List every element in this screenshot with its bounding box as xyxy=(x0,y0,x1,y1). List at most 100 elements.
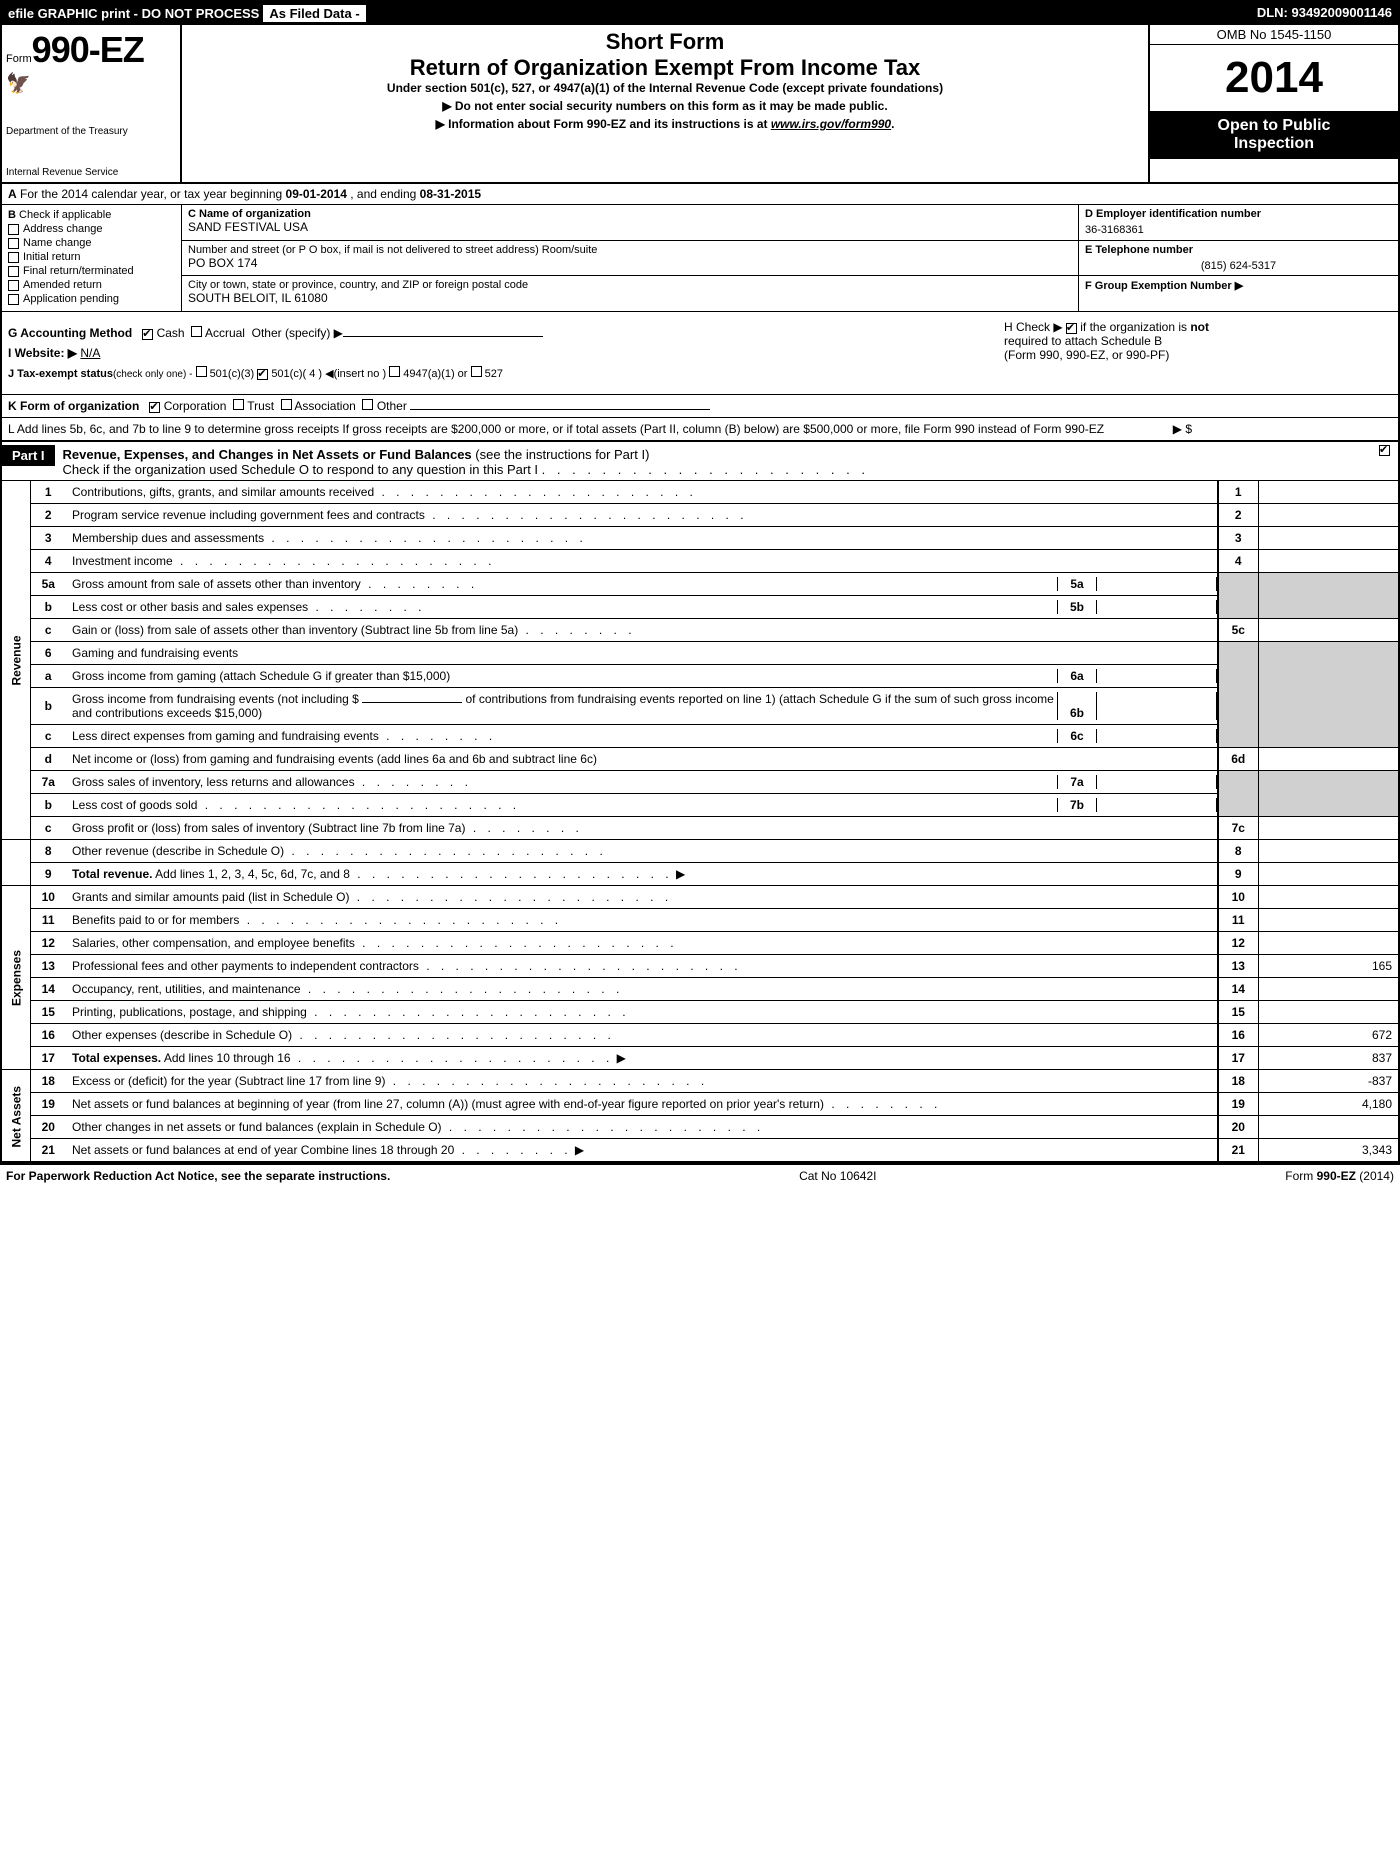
row-6c: c Less direct expenses from gaming and f… xyxy=(2,725,1398,748)
ln18-num: 18 xyxy=(30,1070,66,1093)
side-expenses: Expenses xyxy=(2,886,30,1070)
ln3-val xyxy=(1258,527,1398,550)
chk-schedule-b-not-required[interactable] xyxy=(1066,323,1077,334)
chk-cash[interactable] xyxy=(142,329,153,340)
row-1: Revenue 1 Contributions, gifts, grants, … xyxy=(2,481,1398,504)
row-20: 20 Other changes in net assets or fund b… xyxy=(2,1116,1398,1139)
section-h: H Check ▶ if the organization is not req… xyxy=(998,312,1398,394)
chk-association[interactable] xyxy=(281,399,292,410)
row-3: 3 Membership dues and assessments 3 xyxy=(2,527,1398,550)
chk-accrual[interactable] xyxy=(191,326,202,337)
ln5a-sv xyxy=(1097,577,1217,591)
i-label: I Website: ▶ xyxy=(8,346,77,360)
chk-address-change[interactable] xyxy=(8,224,19,235)
ln7a-sv xyxy=(1097,775,1217,789)
chk-schedule-o-used[interactable] xyxy=(1379,445,1390,456)
row-17: 17 Total expenses. Add lines 10 through … xyxy=(2,1047,1398,1070)
ln12-num: 12 xyxy=(30,932,66,955)
ln5c-desc: Gain or (loss) from sale of assets other… xyxy=(72,623,518,637)
efile-notice: efile GRAPHIC print - DO NOT PROCESS xyxy=(8,6,259,21)
ln13-cnum: 13 xyxy=(1218,955,1258,978)
ln6a-sn: 6a xyxy=(1057,669,1097,683)
ln6c-num: c xyxy=(30,725,66,748)
row-5c: c Gain or (loss) from sale of assets oth… xyxy=(2,619,1398,642)
chk-trust[interactable] xyxy=(233,399,244,410)
ln8-val xyxy=(1258,840,1398,863)
ln6b-blank xyxy=(362,702,462,703)
irs-link[interactable]: www.irs.gov/form990 xyxy=(771,117,891,131)
row-6a: a Gross income from gaming (attach Sched… xyxy=(2,665,1398,688)
chk-amended-return[interactable] xyxy=(8,280,19,291)
section-b-checkboxes: B Check if applicable Address change Nam… xyxy=(2,205,182,311)
ln6c-sv xyxy=(1097,729,1217,743)
chk-527[interactable] xyxy=(471,366,482,377)
ln18-val: -837 xyxy=(1258,1070,1398,1093)
chk-initial-return[interactable] xyxy=(8,252,19,263)
shaded-6 xyxy=(1218,642,1258,748)
ln6b-desc1: Gross income from fundraising events (no… xyxy=(72,692,362,706)
ln21-val: 3,343 xyxy=(1258,1139,1398,1163)
ln5b-num: b xyxy=(30,596,66,619)
ln2-num: 2 xyxy=(30,504,66,527)
ln7c-desc: Gross profit or (loss) from sales of inv… xyxy=(72,821,465,835)
dept-irs: Internal Revenue Service xyxy=(6,167,176,178)
ln2-desc: Program service revenue including govern… xyxy=(72,508,425,522)
ln1-num: 1 xyxy=(30,481,66,504)
ln6d-cnum: 6d xyxy=(1218,748,1258,771)
chk-corporation[interactable] xyxy=(149,402,160,413)
section-g-h-i: G Accounting Method Cash Accrual Other (… xyxy=(2,312,1398,395)
dln-number: DLN: 93492009001146 xyxy=(1257,5,1392,22)
ln6b-sv xyxy=(1097,692,1217,720)
ln9-num: 9 xyxy=(30,863,66,886)
ln8-cnum: 8 xyxy=(1218,840,1258,863)
chk-application-pending[interactable] xyxy=(8,294,19,305)
inspection-line2: Inspection xyxy=(1156,135,1392,153)
ln18-cnum: 18 xyxy=(1218,1070,1258,1093)
chk-other-org[interactable] xyxy=(362,399,373,410)
short-form-title: Short Form xyxy=(190,29,1140,55)
side-revenue: Revenue xyxy=(2,481,30,840)
chk-501c3[interactable] xyxy=(196,366,207,377)
tel-label: E Telephone number xyxy=(1085,244,1193,256)
ln6b-sn: 6b xyxy=(1057,692,1097,720)
lbl-amended-return: Amended return xyxy=(23,279,102,291)
form-prefix: Form xyxy=(6,53,32,65)
inspection-notice: Open to Public Inspection xyxy=(1150,111,1398,159)
ln19-desc: Net assets or fund balances at beginning… xyxy=(72,1097,824,1111)
ln17-cnum: 17 xyxy=(1218,1047,1258,1070)
ln5c-cnum: 5c xyxy=(1218,619,1258,642)
other-org-underline xyxy=(410,409,710,410)
ln16-cnum: 16 xyxy=(1218,1024,1258,1047)
ln5b-desc: Less cost or other basis and sales expen… xyxy=(72,600,308,614)
chk-4947[interactable] xyxy=(389,366,400,377)
ln16-desc: Other expenses (describe in Schedule O) xyxy=(72,1028,292,1042)
ln7b-sn: 7b xyxy=(1057,798,1097,812)
ln13-num: 13 xyxy=(30,955,66,978)
ln3-desc: Membership dues and assessments xyxy=(72,531,264,545)
ln10-desc: Grants and similar amounts paid (list in… xyxy=(72,890,349,904)
ln6d-num: d xyxy=(30,748,66,771)
chk-name-change[interactable] xyxy=(8,238,19,249)
shaded-5v xyxy=(1258,573,1398,619)
financial-table: Revenue 1 Contributions, gifts, grants, … xyxy=(2,481,1398,1163)
ln1-val xyxy=(1258,481,1398,504)
ln3-cnum: 3 xyxy=(1218,527,1258,550)
ln1-cnum: 1 xyxy=(1218,481,1258,504)
form-header: Form990-EZ 🦅 Department of the Treasury … xyxy=(2,25,1398,184)
lbl-trust: Trust xyxy=(247,399,274,413)
row-4: 4 Investment income 4 xyxy=(2,550,1398,573)
ln6a-desc: Gross income from gaming (attach Schedul… xyxy=(72,669,450,683)
chk-final-return[interactable] xyxy=(8,266,19,277)
ln7b-num: b xyxy=(30,794,66,817)
ln6a-sv xyxy=(1097,669,1217,683)
ln20-desc: Other changes in net assets or fund bala… xyxy=(72,1120,442,1134)
chk-501c[interactable] xyxy=(257,369,268,380)
ln19-num: 19 xyxy=(30,1093,66,1116)
ln20-val xyxy=(1258,1116,1398,1139)
inspection-line1: Open to Public xyxy=(1156,117,1392,135)
row-7c: c Gross profit or (loss) from sales of i… xyxy=(2,817,1398,840)
h-post: if the organization is xyxy=(1080,320,1187,334)
part-i-title-bold: Revenue, Expenses, and Changes in Net As… xyxy=(63,447,472,462)
h-pre: H Check ▶ xyxy=(1004,320,1063,334)
part-i-header: Part I Revenue, Expenses, and Changes in… xyxy=(2,442,1398,481)
